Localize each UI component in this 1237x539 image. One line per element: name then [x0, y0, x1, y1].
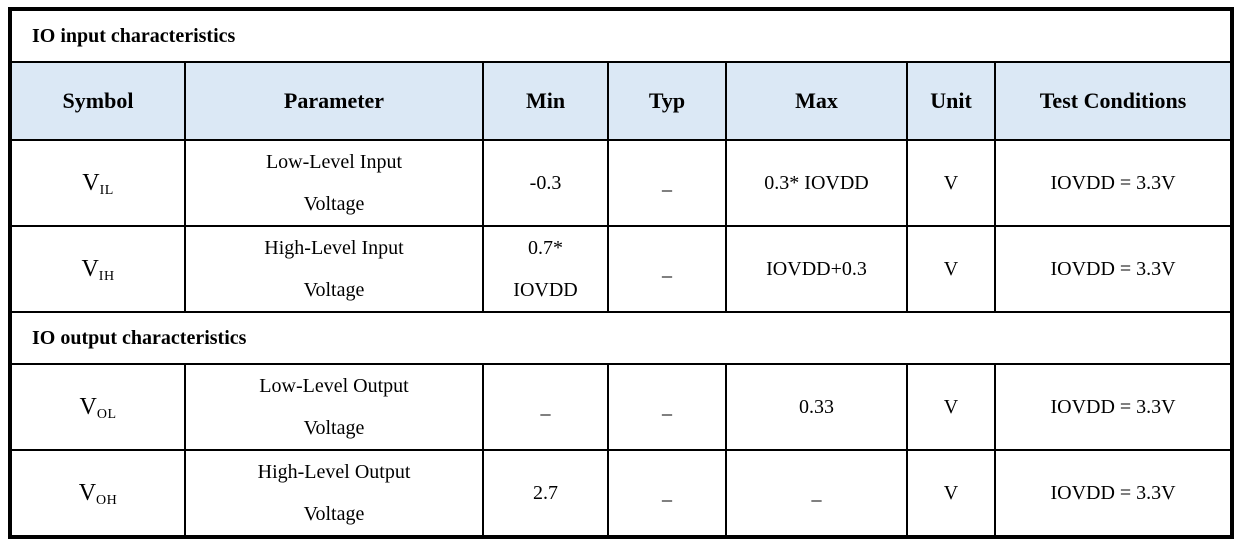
column-header-test-conditions: Test Conditions	[993, 61, 1234, 141]
section-title-io-input: IO input characteristics	[8, 8, 1234, 63]
cell-test-conditions: IOVDD = 3.3V	[993, 139, 1234, 227]
cell-parameter: Low-Level Output Voltage	[184, 363, 484, 451]
io-characteristics-table: IO input characteristics Symbol Paramete…	[8, 7, 1235, 539]
cell-min: -0.3	[482, 139, 609, 227]
column-header-parameter: Parameter	[184, 61, 484, 141]
cell-unit: V	[906, 363, 996, 451]
symbol-base: V	[81, 255, 99, 282]
symbol-subscript: IL	[99, 182, 114, 198]
table-row-vol: VOL Low-Level Output Voltage _ _ 0.33 V …	[9, 363, 1234, 451]
table-header-row: Symbol Parameter Min Typ Max Unit Test C…	[9, 61, 1234, 141]
column-header-unit: Unit	[906, 61, 996, 141]
cell-typ: _	[607, 449, 727, 538]
cell-max: _	[725, 449, 908, 538]
cell-typ: _	[607, 225, 727, 313]
cell-max: IOVDD+0.3	[725, 225, 908, 313]
symbol-base: V	[78, 479, 97, 506]
cell-unit: V	[906, 449, 996, 538]
column-header-min: Min	[482, 61, 609, 141]
cell-min: 0.7* IOVDD	[482, 225, 609, 313]
symbol-subscript: OL	[96, 406, 117, 422]
column-header-symbol: Symbol	[9, 61, 186, 141]
cell-min: 2.7	[482, 449, 609, 538]
cell-test-conditions: IOVDD = 3.3V	[993, 225, 1234, 313]
cell-symbol: VOH	[9, 449, 186, 538]
section-title-io-output: IO output characteristics	[8, 311, 1234, 365]
symbol-subscript: OH	[96, 492, 118, 508]
column-header-typ: Typ	[607, 61, 727, 141]
column-header-max: Max	[725, 61, 908, 141]
cell-test-conditions: IOVDD = 3.3V	[993, 363, 1234, 451]
symbol-base: V	[82, 169, 100, 196]
table-row-voh: VOH High-Level Output Voltage 2.7 _ _ V …	[9, 449, 1234, 538]
symbol-base: V	[79, 393, 97, 420]
cell-typ: _	[607, 363, 727, 451]
cell-min: _	[482, 363, 609, 451]
table-row-vih: VIH High-Level Input Voltage 0.7* IOVDD …	[9, 225, 1234, 313]
cell-unit: V	[906, 225, 996, 313]
cell-max: 0.3* IOVDD	[725, 139, 908, 227]
cell-typ: _	[607, 139, 727, 227]
cell-parameter: High-Level Input Voltage	[184, 225, 484, 313]
table-row-vil: VIL Low-Level Input Voltage -0.3 _ 0.3* …	[9, 139, 1234, 227]
cell-parameter: High-Level Output Voltage	[184, 449, 484, 538]
cell-max: 0.33	[725, 363, 908, 451]
cell-symbol: VIH	[9, 225, 186, 313]
section-row-io-input: IO input characteristics	[8, 8, 1234, 63]
cell-parameter: Low-Level Input Voltage	[184, 139, 484, 227]
cell-symbol: VIL	[9, 139, 186, 227]
section-row-io-output: IO output characteristics	[8, 311, 1234, 365]
cell-test-conditions: IOVDD = 3.3V	[993, 449, 1234, 538]
cell-unit: V	[906, 139, 996, 227]
symbol-subscript: IH	[98, 268, 115, 284]
cell-symbol: VOL	[9, 363, 186, 451]
